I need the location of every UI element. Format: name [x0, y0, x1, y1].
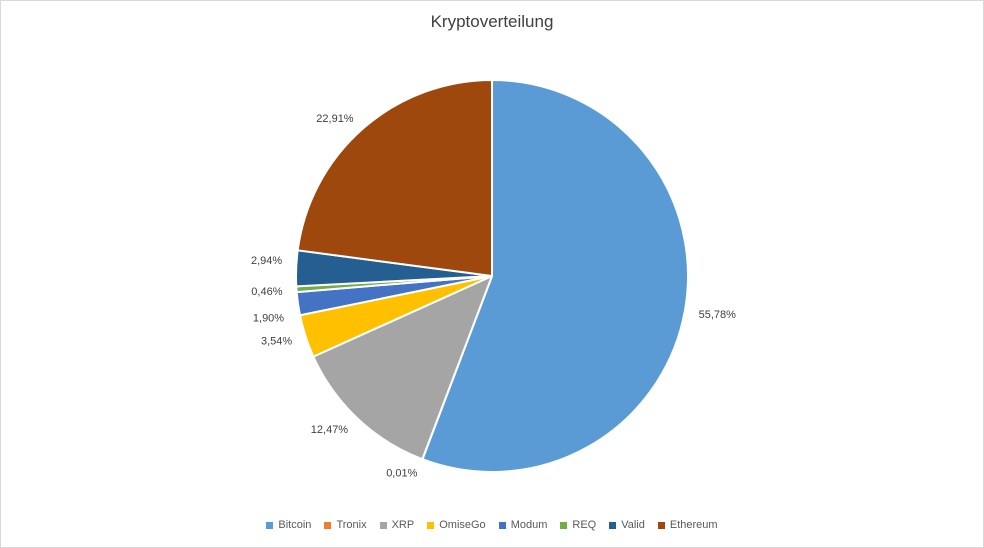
- pie-slice-ethereum: [296, 79, 493, 277]
- legend-item-xrp: XRP: [379, 519, 415, 531]
- legend: Bitcoin Tronix XRP OmiseGo Modum REQ Valid Ethe…: [0, 519, 984, 531]
- legend-item-ethereum: Ethereum: [657, 519, 718, 531]
- pie-slice-xrp: [312, 275, 493, 461]
- legend-swatch: [379, 521, 387, 529]
- legend-swatch: [266, 521, 274, 529]
- legend-label: OmiseGo: [439, 519, 486, 531]
- legend-swatch: [324, 521, 332, 529]
- data-label-ethereum: 22,91%: [316, 113, 354, 125]
- data-label-valid: 2,94%: [251, 255, 282, 267]
- legend-label: Tronix: [336, 519, 367, 531]
- legend-label: XRP: [391, 519, 415, 531]
- legend-swatch: [609, 521, 617, 529]
- data-label-omisego: 3,54%: [261, 336, 292, 348]
- data-label-req: 0,46%: [251, 286, 282, 298]
- legend-label: Bitcoin: [278, 519, 312, 531]
- legend-item-valid: Valid: [609, 519, 645, 531]
- legend-label: REQ: [572, 519, 597, 531]
- legend-swatch: [427, 521, 435, 529]
- legend-label: Ethereum: [669, 519, 718, 531]
- legend-item-modum: Modum: [498, 519, 548, 531]
- data-label-bitcoin: 55,78%: [699, 309, 737, 321]
- legend-item-req: REQ: [560, 519, 596, 531]
- chart-title: Kryptoverteilung: [430, 12, 554, 31]
- legend-label: Valid: [621, 519, 645, 531]
- data-label-xrp: 12,47%: [311, 424, 349, 436]
- data-label-tronix: 0,01%: [386, 467, 417, 479]
- legend-swatch: [657, 521, 665, 529]
- data-label-modum: 1,90%: [253, 313, 284, 325]
- legend-label: Modum: [510, 519, 548, 531]
- pie-slice-bitcoin: [421, 79, 689, 473]
- legend-item-tronix: Tronix: [324, 519, 367, 531]
- legend-item-bitcoin: Bitcoin: [266, 519, 311, 531]
- legend-item-omisego: OmiseGo: [427, 519, 486, 531]
- legend-swatch: [498, 521, 506, 529]
- legend-swatch: [560, 521, 568, 529]
